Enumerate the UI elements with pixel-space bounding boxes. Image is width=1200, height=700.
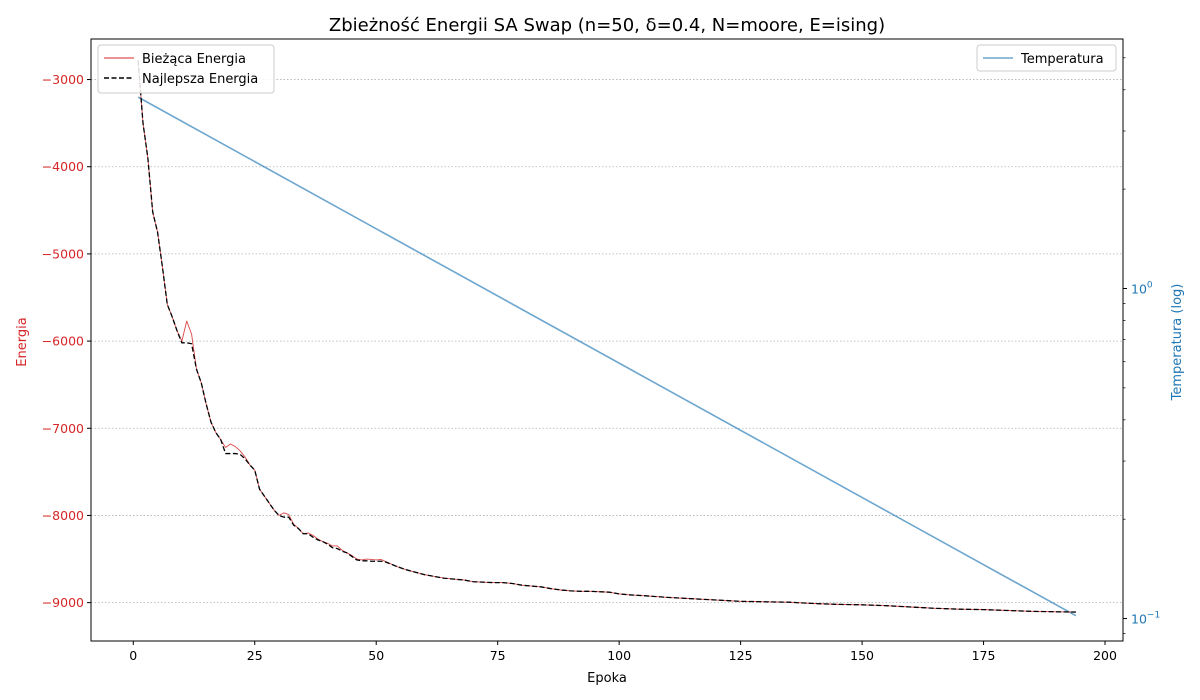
x-tick-label: 125 [729,648,753,663]
y2-tick-label: 10−1 [1131,611,1160,627]
y-tick-label: −3000 [42,72,84,87]
grid-lines [91,79,1123,604]
plot-frame [90,38,1124,642]
y-axis-ticks: −3000 −4000 −5000 −6000 −7000 −8000 −9000 [42,72,91,610]
x-tick-label: 75 [490,648,506,663]
chart-title: Zbieżność Energii SA Swap (n=50, δ=0.4, … [329,15,885,36]
series-line-temperature [137,96,1077,617]
y-axis-label: Energia [15,317,30,366]
x-tick-label: 175 [972,648,996,663]
legend-right-box [976,44,1117,72]
x-tick-label: 100 [607,648,631,663]
y-tick-label: −6000 [42,334,84,349]
x-tick-label: 150 [850,648,874,663]
legend-label-best: Najlepsza Energia [142,72,258,87]
x-tick-label: 50 [368,648,384,663]
x-tick-label: 0 [129,648,137,663]
y-tick-label: −5000 [42,246,84,261]
legend-label-current: Bieżąca Energia [142,52,246,67]
x-tick-label: 25 [247,648,263,663]
y-tick-label: −8000 [42,508,84,523]
legend-label-temperature: Temperatura [1020,52,1104,67]
x-tick-label: 200 [1093,648,1117,663]
x-axis-label: Epoka [587,671,627,686]
y-tick-label: −4000 [42,159,84,174]
x-axis-ticks: 0 25 50 75 100 125 150 175 200 [129,641,1117,663]
series-line-current-energy [137,60,1076,613]
series-line-best-energy [137,60,1076,613]
y2-tick-label: 100 [1131,280,1153,296]
y2-axis-label: Temperatura (log) [1170,284,1185,402]
legend-left-box [97,44,275,94]
y-tick-label: −9000 [42,595,84,610]
y-tick-label: −7000 [42,421,84,436]
legend-right: Temperatura [976,44,1117,72]
y2-axis-ticks: 100 10−1 [1123,57,1160,634]
series-lines [137,60,1077,617]
legend-left: Bieżąca Energia Najlepsza Energia [97,44,275,94]
